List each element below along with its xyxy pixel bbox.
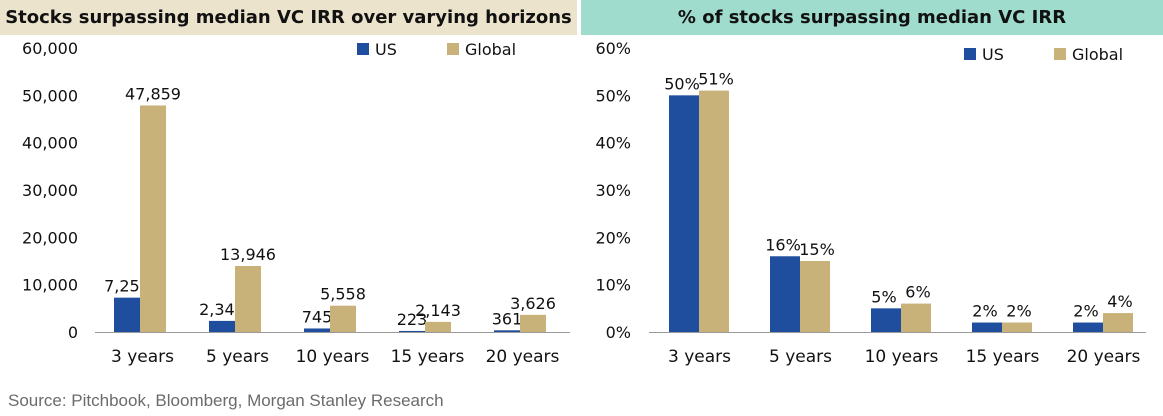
- y-tick-label: 10,000: [22, 276, 78, 295]
- chart-panel-percent: % of stocks surpassing median VC IRR 0% 1…: [581, 0, 1163, 380]
- y-tick-label: 50,000: [22, 86, 78, 105]
- x-tick-label: 15 years: [391, 347, 465, 367]
- legend-label-global: Global: [1072, 45, 1123, 64]
- global-bar: [330, 305, 356, 332]
- chart-title: % of stocks surpassing median VC IRR: [581, 0, 1163, 35]
- x-tick-label: 20 years: [486, 347, 560, 367]
- us-bar: [494, 330, 520, 332]
- x-tick-label: 10 years: [865, 347, 939, 367]
- us-data-label: 5%: [871, 287, 896, 306]
- global-bar: [235, 265, 261, 332]
- x-tick-label: 10 years: [296, 347, 370, 367]
- us-data-label: 2,347: [199, 300, 245, 319]
- y-tick-label: 0%: [606, 323, 631, 342]
- y-tick-label: 50%: [595, 86, 631, 105]
- x-tick-label: 5 years: [769, 347, 832, 367]
- us-data-label: 361: [492, 309, 523, 328]
- legend-swatch-us: [964, 48, 976, 60]
- global-bar: [425, 321, 451, 332]
- y-tick-label: 30%: [595, 181, 631, 200]
- y-tick-label: 30,000: [22, 181, 78, 200]
- us-data-label: 2%: [972, 302, 997, 321]
- global-data-label: 51%: [698, 70, 734, 89]
- global-bar: [699, 90, 729, 332]
- y-tick-label: 0: [68, 323, 78, 342]
- global-data-label: 4%: [1107, 292, 1132, 311]
- us-bar: [871, 308, 901, 332]
- x-tick-label: 15 years: [966, 347, 1040, 367]
- us-data-label: 745: [302, 307, 333, 326]
- us-bar: [304, 328, 330, 332]
- y-tick-label: 20,000: [22, 228, 78, 247]
- global-bar: [140, 105, 166, 332]
- x-tick-label: 20 years: [1067, 347, 1141, 367]
- y-tick-label: 20%: [595, 228, 631, 247]
- global-data-label: 13,946: [220, 245, 276, 264]
- global-data-label: 3,626: [510, 294, 556, 313]
- global-data-label: 6%: [905, 283, 930, 302]
- y-tick-label: 10%: [595, 276, 631, 295]
- us-data-label: 2%: [1073, 302, 1098, 321]
- global-data-label: 2%: [1006, 302, 1031, 321]
- global-bar: [1103, 313, 1133, 332]
- x-tick-label: 5 years: [206, 347, 269, 367]
- us-bar: [114, 297, 140, 332]
- us-bar: [209, 320, 235, 332]
- us-bar: [770, 256, 800, 332]
- global-data-label: 2,143: [415, 301, 461, 320]
- us-data-label: 16%: [765, 235, 801, 254]
- global-bar: [520, 314, 546, 332]
- x-tick-label: 3 years: [668, 347, 731, 367]
- us-data-label: 223: [397, 310, 428, 329]
- legend-swatch-us: [357, 43, 369, 55]
- us-data-label: 50%: [664, 74, 700, 93]
- legend-label-us: US: [375, 40, 397, 59]
- legend-label-us: US: [982, 45, 1004, 64]
- global-bar: [800, 261, 830, 332]
- legend-label-global: Global: [465, 40, 516, 59]
- x-tick-label: 3 years: [111, 347, 174, 367]
- global-data-label: 15%: [799, 240, 835, 259]
- chart-panel-stocks: Stocks surpassing median VC IRR over var…: [0, 0, 577, 380]
- global-data-label: 5,558: [320, 285, 366, 304]
- y-tick-label: 40%: [595, 134, 631, 153]
- us-bar: [1073, 322, 1103, 332]
- y-tick-label: 60,000: [22, 39, 78, 58]
- us-bar: [669, 95, 699, 332]
- stocks-count-chart: 0 10,000 20,000 30,000 40,000 50,000 60,000 7,2…: [22, 39, 570, 367]
- us-bar: [972, 322, 1002, 332]
- global-data-label: 47,859: [125, 84, 181, 103]
- legend-swatch-global: [447, 43, 459, 55]
- chart-title: Stocks surpassing median VC IRR over var…: [0, 0, 577, 35]
- y-tick-label: 40,000: [22, 134, 78, 153]
- global-bar: [1002, 322, 1032, 332]
- us-bar: [399, 330, 425, 332]
- y-tick-label: 60%: [595, 39, 631, 58]
- source-note: Source: Pitchbook, Bloomberg, Morgan Sta…: [8, 391, 444, 410]
- us-data-label: 7,258: [104, 277, 150, 296]
- stocks-percent-chart: 0%10%20%30%40%50%60%50%51%3 years16%15%5…: [595, 39, 1146, 367]
- global-bar: [901, 303, 931, 332]
- legend-swatch-global: [1054, 48, 1066, 60]
